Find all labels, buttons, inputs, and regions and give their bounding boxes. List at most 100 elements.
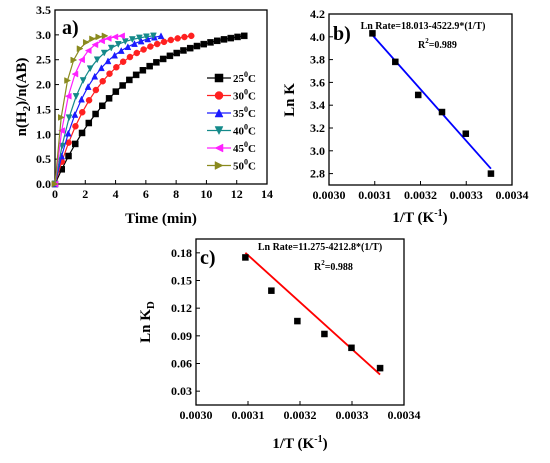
legend-label-45: 450C xyxy=(233,140,256,155)
data-point-25 xyxy=(65,152,72,160)
b-x-tick-label: 0.0031 xyxy=(358,188,391,202)
data-point-40 xyxy=(142,33,150,41)
data-point-25 xyxy=(193,42,201,50)
data-point-35 xyxy=(84,83,92,90)
data-point-45 xyxy=(91,41,99,49)
data-point-35 xyxy=(64,129,72,137)
data-point-25 xyxy=(186,44,194,52)
panel-b-y-axis-label: Ln K xyxy=(282,83,298,117)
c-x-tick-label: 0.0032 xyxy=(284,408,317,422)
data-point-25 xyxy=(213,37,221,45)
data-point-25 xyxy=(227,34,235,42)
a-x-tick-label: 2 xyxy=(82,187,88,201)
data-point-40 xyxy=(114,41,122,48)
panel-c-r-squared: R2=0.988 xyxy=(314,259,353,273)
panel-b-r-squared: R2=0.989 xyxy=(418,37,457,51)
panel-b-label: b) xyxy=(333,23,351,45)
c-x-tick-label: 0.0030 xyxy=(180,408,213,422)
a-x-tick-label: 4 xyxy=(113,187,119,201)
data-point-25 xyxy=(126,76,133,84)
a-x-tick-label: 12 xyxy=(231,187,243,201)
b-x-tick-label: 0.0033 xyxy=(450,188,483,202)
data-point-50 xyxy=(76,45,84,53)
data-point-25 xyxy=(173,49,180,57)
legend-label-35: 350C xyxy=(233,105,256,120)
data-point-45 xyxy=(118,32,125,40)
legend-marker-50 xyxy=(214,161,224,170)
data-point-50 xyxy=(89,35,97,43)
data-point-50 xyxy=(70,56,78,64)
b-x-tick-label: 0.0030 xyxy=(313,188,346,202)
data-point-45 xyxy=(64,92,72,100)
c-x-tick-label: 0.0034 xyxy=(388,408,421,422)
data-point-35 xyxy=(137,37,145,45)
data-point-40 xyxy=(65,114,73,122)
data-point-30 xyxy=(106,70,113,77)
data-point-40 xyxy=(135,34,143,42)
panel-c: 0.0030 0.0031 0.0032 0.0033 0.0034 0.03 0.06 0… xyxy=(138,238,421,452)
data-point-25 xyxy=(139,67,147,74)
b-y-tick-label: 4.2 xyxy=(310,7,325,21)
data-point-40 xyxy=(107,44,115,52)
b-y-tick-label: 2.8 xyxy=(310,167,325,181)
data-point xyxy=(294,317,301,325)
data-point-30 xyxy=(126,53,134,61)
c-y-tick-label: 0.18 xyxy=(171,246,192,260)
panel-a-label: a) xyxy=(62,17,79,39)
data-point-30 xyxy=(119,58,127,66)
legend-marker-30 xyxy=(214,91,224,100)
data-point-40 xyxy=(79,77,87,85)
data-point-30 xyxy=(167,36,175,44)
data-point-30 xyxy=(72,123,79,130)
series-line-40 xyxy=(54,35,154,185)
c-x-tick-label: 0.0031 xyxy=(232,408,265,422)
c-y-tick-label: 0.03 xyxy=(171,384,192,398)
b-x-tick-label: 0.0032 xyxy=(404,188,437,202)
legend-label-25: 250C xyxy=(233,70,256,85)
data-point xyxy=(487,170,495,177)
data-point-45 xyxy=(78,56,85,64)
data-point-50 xyxy=(57,114,65,121)
data-point xyxy=(462,130,470,137)
fit-line xyxy=(244,252,381,376)
data-point-30 xyxy=(153,40,161,48)
a-x-tick-label: 0 xyxy=(52,187,58,201)
data-point xyxy=(268,287,275,294)
data-point-50 xyxy=(64,77,72,84)
data-point-35 xyxy=(157,32,165,40)
panel-a-y-axis-label: n(H2)/n(AB) xyxy=(14,58,33,137)
a-y-tick-label: 0.0 xyxy=(36,177,51,191)
data-point-25 xyxy=(99,102,106,110)
b-x-tick-label: 0.0034 xyxy=(496,188,529,202)
data-point-35 xyxy=(111,51,119,59)
data-point-25 xyxy=(92,110,99,118)
panel-c-equation: Ln Rate=11.275-4212.8*(1/T) xyxy=(258,242,382,253)
data-point xyxy=(376,364,384,372)
panel-b-equation: Ln Rate=18.013-4522.9*(1/T) xyxy=(361,21,486,32)
legend-marker-40 xyxy=(214,126,224,136)
data-point-25 xyxy=(146,62,153,70)
a-x-tick-label: 14 xyxy=(261,187,273,201)
data-point xyxy=(321,330,328,338)
panel-a-legend: 250C 300C 350C 400C 450C 500C xyxy=(207,70,256,173)
a-x-tick-label: 10 xyxy=(200,187,212,201)
data-point-30 xyxy=(160,38,168,46)
data-point-45 xyxy=(84,47,92,55)
data-point xyxy=(242,254,249,261)
data-point xyxy=(348,344,355,352)
data-point-45 xyxy=(104,35,112,42)
a-y-tick-label: 1.0 xyxy=(36,127,51,141)
legend-label-40: 400C xyxy=(233,123,256,138)
data-point-35 xyxy=(97,64,105,72)
b-y-tick-label: 3.8 xyxy=(310,53,325,67)
c-y-tick-label: 0.15 xyxy=(171,274,192,288)
data-point-35 xyxy=(78,95,85,103)
panel-c-label: c) xyxy=(200,247,216,269)
panel-b-x-axis-label: 1/T (K-1) xyxy=(392,208,447,226)
c-x-tick-label: 0.0033 xyxy=(336,408,369,422)
data-point-35 xyxy=(117,47,125,54)
data-point-40 xyxy=(72,93,80,100)
a-x-tick-label: 8 xyxy=(173,187,179,201)
data-point-40 xyxy=(121,38,129,46)
